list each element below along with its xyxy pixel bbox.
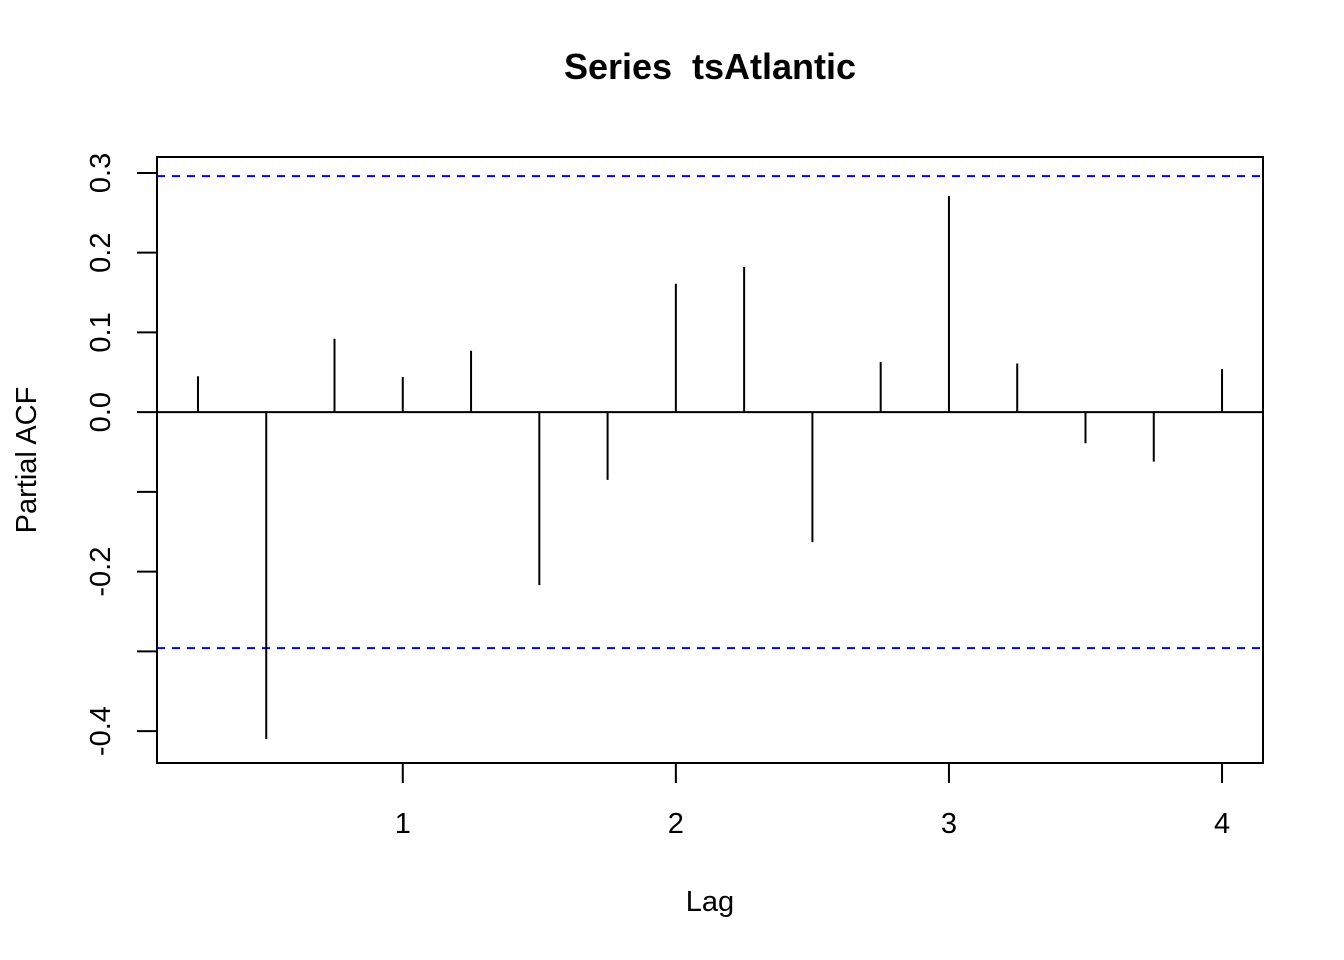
- y-tick-label: -0.2: [85, 547, 117, 597]
- y-tick-label: 0.3: [85, 153, 117, 193]
- x-tick-label: 3: [941, 808, 957, 840]
- y-tick-label: 0.0: [85, 392, 117, 432]
- x-tick-label: 4: [1214, 808, 1230, 840]
- y-axis: -0.4 -0.2 0.0 0.1 0.2 0.3: [85, 153, 157, 756]
- y-tick-label: 0.1: [85, 312, 117, 352]
- reference-lines: [157, 176, 1263, 648]
- plot-frame: [157, 157, 1263, 763]
- x-tick-label: 2: [668, 808, 684, 840]
- y-axis-label: Partial ACF: [11, 387, 43, 534]
- x-axis: 1 2 3 4: [395, 763, 1230, 840]
- y-tick-label: 0.2: [85, 233, 117, 273]
- chart-title: Series tsAtlantic: [564, 46, 856, 87]
- y-tick-label: -0.4: [85, 706, 117, 756]
- pacf-spikes: [198, 196, 1222, 739]
- x-tick-label: 1: [395, 808, 411, 840]
- x-axis-label: Lag: [686, 886, 734, 918]
